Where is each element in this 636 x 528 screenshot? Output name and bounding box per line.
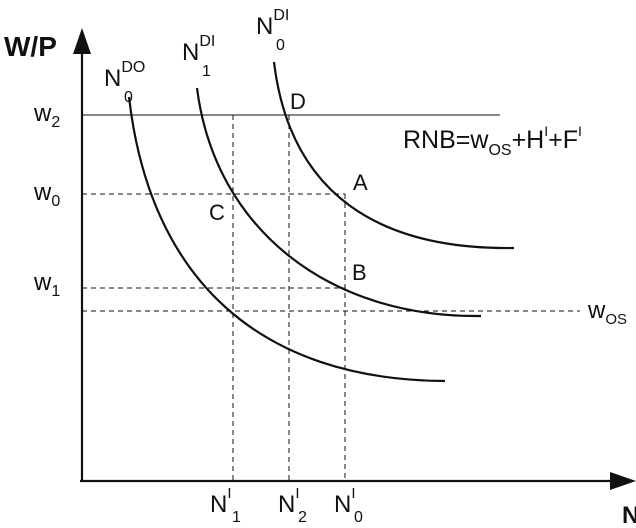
point-label-a: A [353, 170, 368, 195]
x-axis-label: N [622, 502, 636, 528]
curve-label-n0-di: NDI 0 [256, 7, 289, 54]
w1-label: w1 [33, 269, 60, 300]
w0-label: w0 [33, 179, 60, 210]
demand-curve-n0-di [272, 61, 515, 250]
x-axis-arrowhead [610, 472, 636, 490]
demand-curve-n1-di [195, 87, 482, 318]
wos-label: wOS [587, 297, 627, 328]
y-axis-arrowhead [73, 28, 91, 54]
point-label-b: B [352, 260, 367, 285]
y-axis-label: W/P [4, 31, 57, 62]
point-label-c: C [209, 200, 225, 225]
rnb-equation: RNB=wOS+HI+FI [403, 123, 582, 159]
w2-label: w2 [33, 100, 60, 131]
curve-label-n1-di: NDI 1 [182, 33, 215, 80]
n2-label: NI 2 [278, 485, 307, 526]
curve-label-n0-do: NDO 0 [104, 59, 145, 106]
n1-label: NI1 [210, 485, 241, 526]
demand-curve-n0-do [127, 96, 446, 383]
n0-label: NI 0 [334, 485, 363, 526]
point-label-d: D [290, 89, 306, 114]
